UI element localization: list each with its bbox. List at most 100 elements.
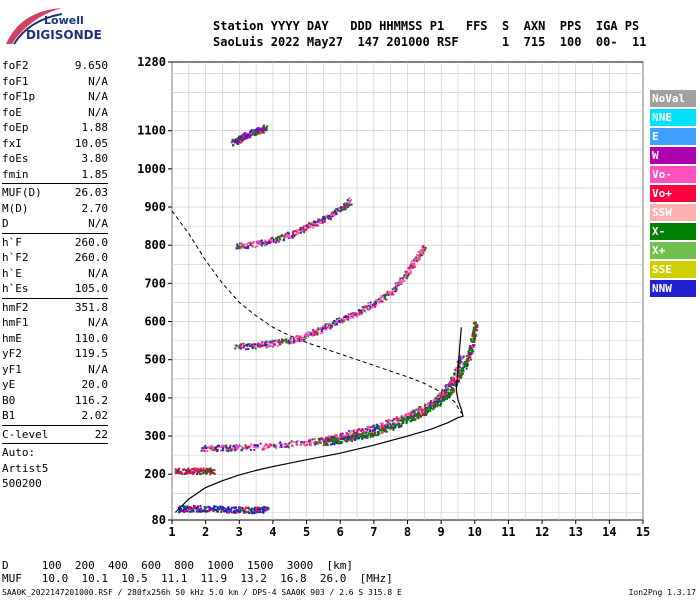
param-value: 260.0 [74,251,108,264]
trace-point [179,508,182,511]
trace-point [270,340,273,343]
trace-point [352,312,355,315]
trace-point [198,469,201,472]
trace-point [415,256,418,259]
trace-point [235,506,238,509]
trace-point [395,423,398,426]
trace-point [376,425,379,428]
trace-point [212,449,215,452]
trace-point [389,419,392,422]
trace-point [372,425,375,428]
trace-point [409,416,412,419]
trace-point [396,281,399,284]
trace-point [267,507,270,510]
trace-point [229,449,232,452]
trace-point [427,402,430,405]
trace-point [241,245,244,248]
trace-point [387,427,390,430]
trace-point [287,237,290,240]
trace-point [455,367,458,370]
trace-point [342,319,345,322]
trace-point [341,432,344,435]
trace-point [314,222,317,225]
trace-point [315,329,318,332]
trace-point [274,239,277,242]
y-tick-label: 700 [144,276,166,290]
trace-point [356,430,359,433]
param-label: foF1 [2,74,29,88]
trace-point [274,237,277,240]
trace-point [262,510,265,513]
trace-point [344,202,347,205]
parameter-panel: foF2 9.650 foF1 N/A foF1p N/A foE N/A foEp 1.88 fx… [2,58,108,492]
trace-point [330,213,333,216]
param-row: D N/A [2,216,108,232]
trace-point [298,340,301,343]
trace-point [418,251,421,254]
trace-point [348,430,351,433]
trace-point [309,225,312,228]
trace-point [284,235,287,238]
trace-point [312,438,315,441]
trace-point [192,473,195,476]
trace-point [439,403,442,406]
trace-3 [235,197,353,250]
trace-point [464,364,467,367]
trace-point [466,364,469,367]
trace-point [368,307,371,310]
param-row: MUF(D) 26.03 [2,185,108,201]
param-row: foF2 9.650 [2,58,108,74]
trace-point [353,313,356,316]
trace-point [470,346,473,349]
trace-point [387,294,390,297]
trace-point [358,436,361,439]
trace-point [425,412,428,415]
trace-point [392,428,395,431]
trace-point [423,405,426,408]
trace-point [430,407,433,410]
param-row: h`E N/A [2,266,108,282]
trace-point [266,125,269,128]
trace-point [246,345,249,348]
trace-point [264,342,267,345]
trace-point [310,438,313,441]
trace-point [454,383,457,386]
trace-point [386,421,389,424]
trace-point [309,441,312,444]
trace-point [432,408,435,411]
trace-point [228,510,231,513]
trace-point [277,344,280,347]
trace-point [199,504,202,507]
trace-point [241,246,244,249]
trace-point [306,334,309,337]
trace-point [339,206,342,209]
trace-point [197,507,200,510]
trace-point [401,416,404,419]
trace-point [322,325,325,328]
param-row: C-level 22 [2,427,108,443]
trace-point [177,506,180,509]
trace-point [343,204,346,207]
trace-point [322,327,325,330]
trace-point [201,447,204,450]
trace-point [379,422,382,425]
trace-point [334,435,337,438]
trace-point [361,434,364,437]
trace-point [333,211,336,214]
trace-point [434,401,437,404]
param-row: yE 20.0 [2,377,108,393]
trace-point [467,356,470,359]
trace-point [209,446,212,449]
trace-point [276,238,279,241]
trace-point [246,247,249,250]
trace-point [259,345,262,348]
legend-item-nnw: NNW [650,280,696,297]
trace-point [417,410,420,413]
y-tick-label: 500 [144,353,166,367]
trace-point [189,472,192,475]
trace-point [229,444,232,447]
trace-point [190,472,193,475]
param-row: hmE 110.0 [2,331,108,347]
trace-point [264,344,267,347]
trace-point [441,391,444,394]
